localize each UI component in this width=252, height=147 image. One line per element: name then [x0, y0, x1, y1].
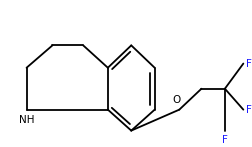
Text: F: F: [221, 135, 227, 145]
Text: O: O: [172, 95, 180, 105]
Text: F: F: [245, 59, 251, 69]
Text: NH: NH: [19, 115, 34, 125]
Text: F: F: [245, 105, 251, 115]
